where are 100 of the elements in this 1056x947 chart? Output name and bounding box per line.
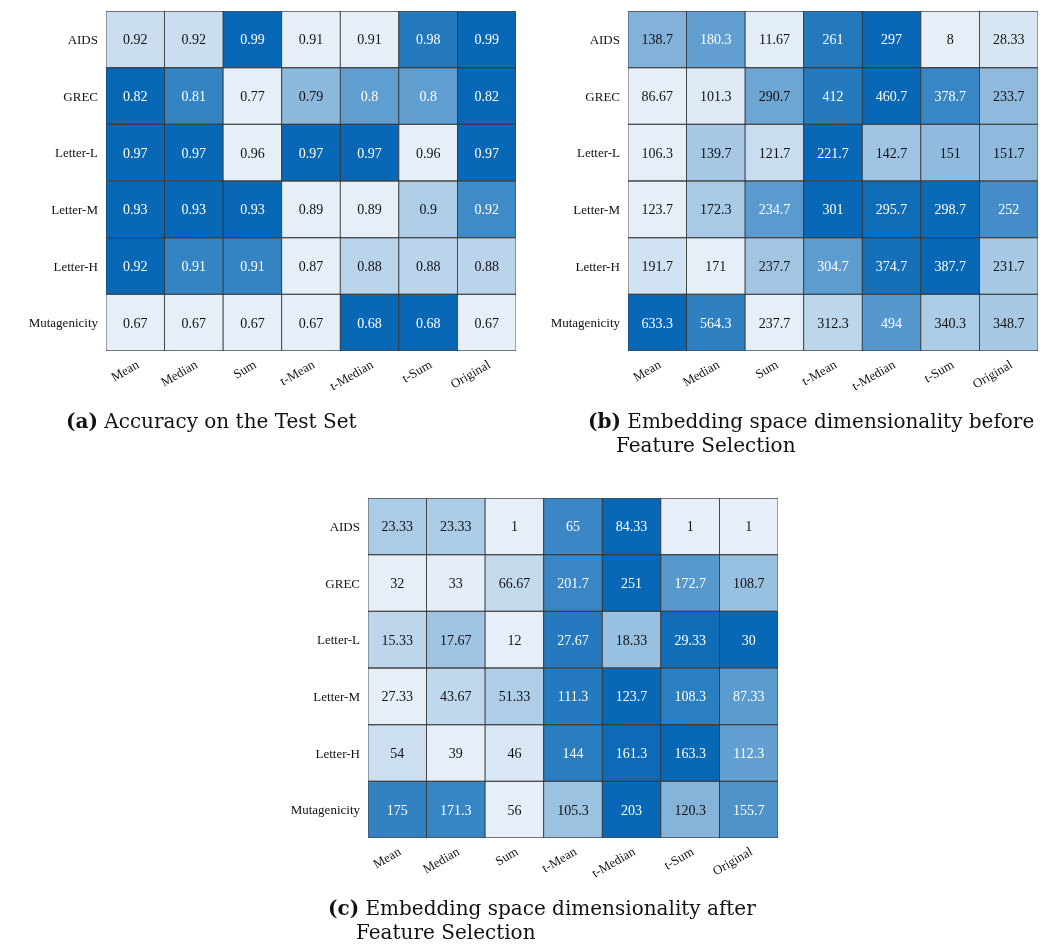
data-label: 297 bbox=[881, 32, 903, 48]
data-label: 0.88 bbox=[415, 258, 441, 274]
data-label: 144 bbox=[562, 745, 584, 761]
y-tick-label: Mutagenicity bbox=[290, 802, 361, 818]
data-label: 17.67 bbox=[440, 632, 472, 648]
data-label: 65 bbox=[566, 519, 580, 535]
data-label: 23.33 bbox=[381, 519, 414, 535]
data-label: 0.67 bbox=[181, 315, 207, 331]
data-label: 633.3 bbox=[641, 315, 674, 331]
x-tick-label: t-Sum bbox=[921, 356, 957, 386]
data-label: 251 bbox=[621, 575, 643, 591]
data-label: 378.7 bbox=[934, 88, 966, 104]
data-label: 180.3 bbox=[700, 32, 732, 48]
data-label: 0.91 bbox=[298, 32, 324, 48]
x-tick-label: Sum bbox=[752, 356, 781, 382]
data-label: 298.7 bbox=[934, 202, 966, 218]
data-label: 172.3 bbox=[700, 202, 732, 218]
data-label: 494 bbox=[881, 315, 903, 331]
data-label: 27.33 bbox=[381, 689, 414, 705]
data-label: 171 bbox=[705, 258, 727, 274]
x-tick-label: Sum bbox=[492, 843, 521, 869]
data-label: 0.87 bbox=[298, 258, 324, 274]
data-label: 86.67 bbox=[641, 88, 674, 104]
data-label: 460.7 bbox=[875, 88, 908, 104]
data-label: 203 bbox=[621, 802, 643, 818]
data-label: 0.97 bbox=[474, 145, 499, 161]
data-label: 0.77 bbox=[240, 88, 265, 104]
data-label: 261 bbox=[822, 32, 844, 48]
data-label: 0.89 bbox=[357, 202, 382, 218]
data-label: 237.7 bbox=[758, 315, 791, 331]
data-label: 175 bbox=[386, 802, 408, 818]
data-label: 111.3 bbox=[557, 689, 589, 705]
data-label: 106.3 bbox=[641, 145, 674, 161]
data-label: 0.97 bbox=[123, 145, 148, 161]
x-tick-label: t-Sum bbox=[399, 356, 435, 386]
data-label: 0.96 bbox=[240, 145, 265, 161]
data-label: 23.33 bbox=[440, 519, 472, 535]
data-label: 18.33 bbox=[615, 632, 648, 648]
data-label: 15.33 bbox=[381, 632, 414, 648]
data-label: 0.96 bbox=[415, 145, 441, 161]
data-label: 120.3 bbox=[674, 802, 706, 818]
data-label: 0.82 bbox=[123, 88, 148, 104]
text: (a) Accuracy on the Test Set bbox=[66, 409, 358, 433]
data-label: 0.68 bbox=[415, 315, 441, 331]
data-label: 348.7 bbox=[992, 315, 1025, 331]
data-label: 0.9 bbox=[419, 202, 437, 218]
data-label: 151 bbox=[939, 145, 961, 161]
data-label: 237.7 bbox=[758, 258, 791, 274]
data-label: 105.3 bbox=[557, 802, 589, 818]
data-label: 11.67 bbox=[758, 32, 790, 48]
data-label: 33 bbox=[448, 575, 463, 591]
data-label: 374.7 bbox=[875, 258, 908, 274]
data-label: 30 bbox=[741, 632, 756, 648]
data-label: 0.97 bbox=[181, 145, 207, 161]
data-label: 112.3 bbox=[733, 745, 765, 761]
data-label: 121.7 bbox=[758, 145, 791, 161]
data-label: 0.88 bbox=[474, 258, 499, 274]
data-label: 139.7 bbox=[700, 145, 732, 161]
data-label: 0.68 bbox=[357, 315, 382, 331]
y-tick-label: Mutagenicity bbox=[28, 315, 99, 331]
data-label: 0.89 bbox=[298, 202, 324, 218]
y-tick-label: GREC bbox=[325, 575, 360, 591]
data-label: 172.7 bbox=[674, 575, 706, 591]
data-label: 84.33 bbox=[615, 519, 648, 535]
data-label: 201.7 bbox=[557, 575, 589, 591]
data-label: 8 bbox=[946, 32, 954, 48]
data-label: 123.7 bbox=[615, 689, 648, 705]
x-tick-label: Mean bbox=[108, 356, 142, 385]
data-label: 191.7 bbox=[641, 258, 674, 274]
data-label: 161.3 bbox=[615, 745, 648, 761]
data-label: 231.7 bbox=[992, 258, 1025, 274]
data-label: 0.67 bbox=[240, 315, 265, 331]
data-label: 108.7 bbox=[732, 575, 765, 591]
x-tick-label: t-Sum bbox=[661, 843, 697, 873]
data-label: 0.91 bbox=[240, 258, 265, 274]
data-label: 0.97 bbox=[357, 145, 382, 161]
x-tick-label: Sum bbox=[230, 356, 259, 382]
data-label: 32 bbox=[390, 575, 405, 591]
data-label: 304.7 bbox=[817, 258, 849, 274]
y-tick-label: GREC bbox=[63, 88, 98, 104]
data-label: 0.81 bbox=[181, 88, 207, 104]
data-label: 0.93 bbox=[123, 202, 148, 218]
y-tick-label: Letter-H bbox=[315, 745, 360, 761]
data-label: 0.98 bbox=[415, 32, 441, 48]
data-label: 295.7 bbox=[875, 202, 908, 218]
data-label: 312.3 bbox=[817, 315, 849, 331]
data-label: 0.79 bbox=[298, 88, 324, 104]
data-label: 171.3 bbox=[440, 802, 472, 818]
x-tick-label: Mean bbox=[370, 843, 404, 872]
data-label: 1 bbox=[745, 519, 753, 535]
y-tick-label: Letter-L bbox=[54, 145, 99, 161]
data-label: 387.7 bbox=[934, 258, 966, 274]
x-tick-label: Mean bbox=[630, 356, 664, 385]
data-label: 0.92 bbox=[474, 202, 499, 218]
y-tick-label: Letter-M bbox=[573, 201, 621, 217]
y-tick-label: Letter-M bbox=[313, 688, 361, 704]
y-tick-label: Letter-L bbox=[576, 145, 621, 161]
data-label: 56 bbox=[507, 802, 522, 818]
data-label: 108.3 bbox=[674, 689, 706, 705]
y-tick-label: Letter-H bbox=[575, 258, 620, 274]
